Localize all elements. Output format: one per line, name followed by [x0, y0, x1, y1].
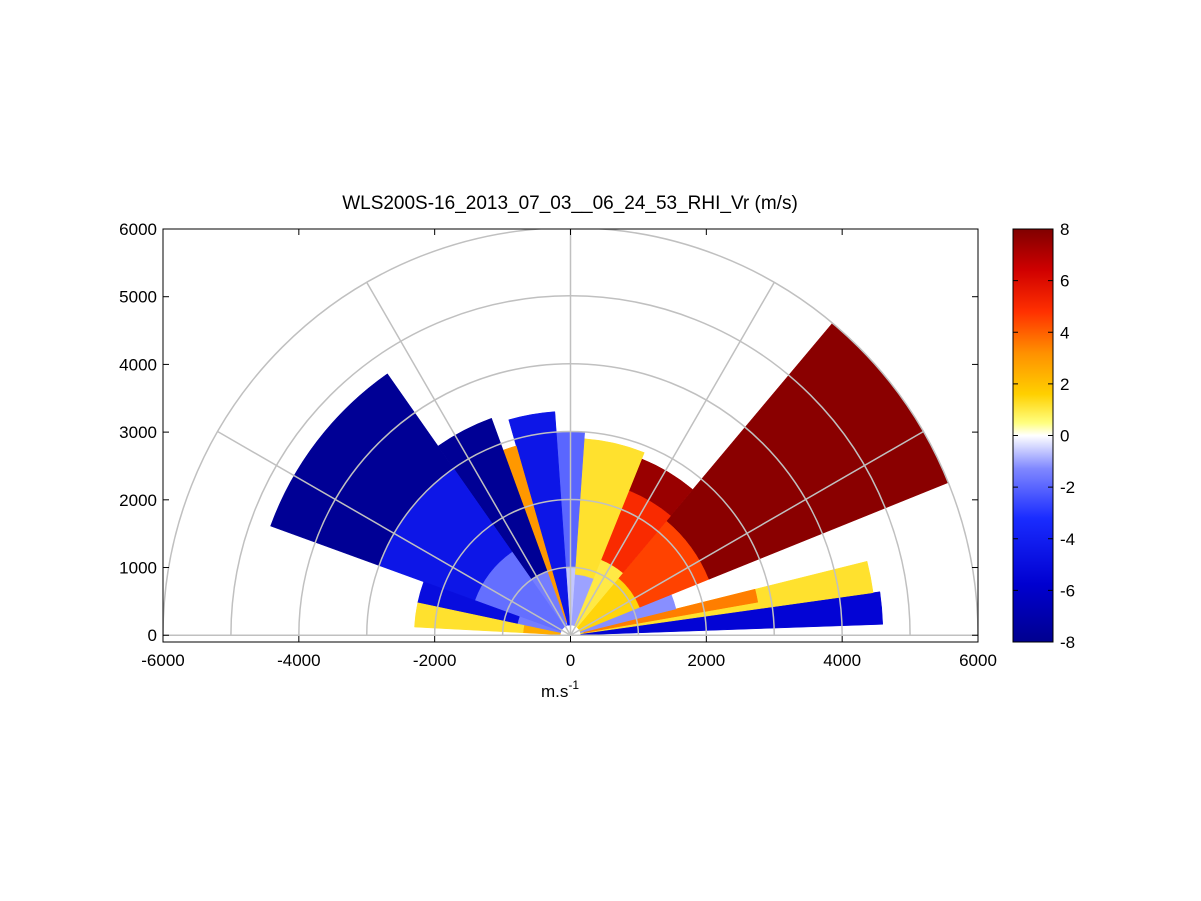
x-tick-label: 2000: [687, 651, 725, 670]
colorbar-tick-label: 2: [1060, 375, 1069, 394]
colorbar-tick-label: 4: [1060, 323, 1069, 342]
colorbar: [1012, 228, 1054, 643]
x-axis-label-superscript: -1: [568, 678, 579, 692]
y-axis: 0 1000 2000 3000 4000 5000 6000: [119, 220, 978, 645]
chart-title: WLS200S-16_2013_07_03__06_24_53_RHI_Vr (…: [342, 193, 798, 214]
colorbar-tick-label: 6: [1060, 272, 1069, 291]
colorbar-ticks: 8 6 4 2 0 -2 -4 -6 -8: [1013, 220, 1075, 652]
colorbar-tick-label: -4: [1060, 530, 1075, 549]
x-tick-label: 0: [566, 651, 575, 670]
y-tick-label: 6000: [119, 220, 157, 239]
colorbar-tick-label: 0: [1060, 427, 1069, 446]
azimuth-spoke: [570, 430, 924, 636]
x-tick-label: 6000: [959, 651, 997, 670]
data-sector: [508, 411, 571, 626]
y-tick-label: 0: [148, 626, 157, 645]
azimuth-spoke: [366, 281, 572, 636]
azimuth-spoke: [569, 281, 775, 636]
data-sector: [583, 588, 759, 634]
range-ring: [163, 229, 978, 636]
x-tick-label: -2000: [413, 651, 456, 670]
y-tick-label: 3000: [119, 423, 157, 442]
y-tick-label: 2000: [119, 491, 157, 510]
x-tick-label: 4000: [823, 651, 861, 670]
data-sectors: [270, 322, 949, 636]
colorbar-tick-label: 8: [1060, 220, 1069, 239]
y-tick-label: 5000: [119, 288, 157, 307]
x-axis-label-text: m.s: [541, 682, 568, 701]
x-tick-label: -6000: [141, 651, 184, 670]
y-tick-label: 4000: [119, 355, 157, 374]
colorbar-tick-label: -2: [1060, 478, 1075, 497]
x-tick-label: -4000: [277, 651, 320, 670]
polar-grid: [163, 229, 978, 636]
azimuth-spoke: [217, 430, 571, 636]
colorbar-tick-label: -8: [1060, 633, 1075, 652]
colorbar-tick-label: -6: [1060, 581, 1075, 600]
x-axis: -6000 -4000 -2000 0 2000 4000 6000: [141, 229, 997, 670]
x-axis-label: m.s-1: [541, 678, 579, 701]
data-sector: [414, 602, 525, 634]
y-tick-label: 1000: [119, 559, 157, 578]
